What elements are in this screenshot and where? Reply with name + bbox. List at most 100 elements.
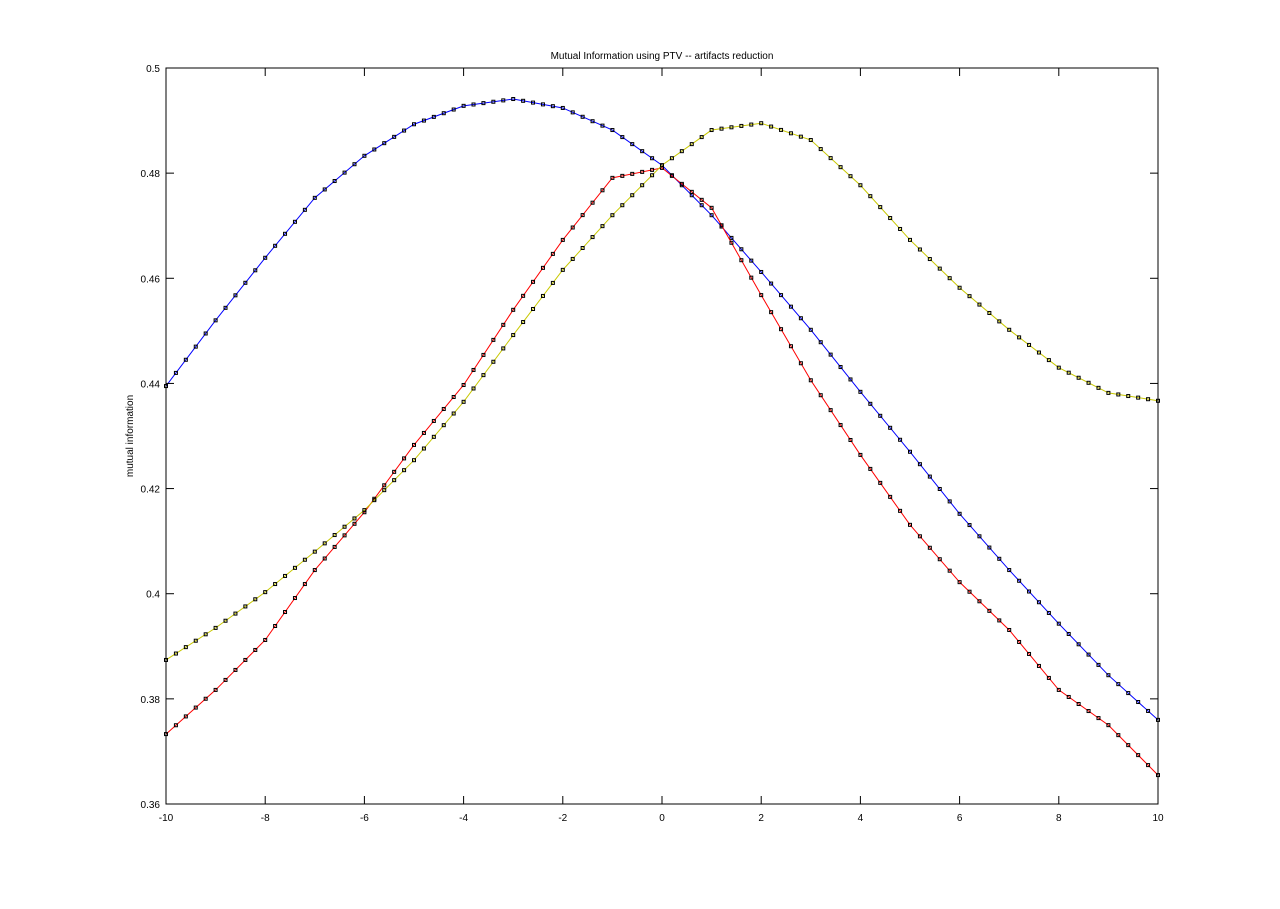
data-point	[521, 293, 526, 298]
data-point	[501, 322, 506, 327]
data-point	[828, 156, 833, 161]
data-point	[1086, 709, 1091, 714]
data-point	[749, 275, 754, 280]
data-point	[669, 173, 674, 178]
data-point	[759, 293, 764, 298]
data-point	[590, 200, 595, 205]
data-point	[997, 319, 1002, 324]
data-point	[233, 667, 238, 672]
x-tick-label: -8	[261, 813, 270, 824]
data-point	[253, 597, 258, 602]
data-point	[769, 310, 774, 315]
data-point	[431, 434, 436, 439]
data-point	[917, 462, 922, 467]
data-point	[779, 327, 784, 332]
data-point	[273, 243, 278, 248]
data-point	[878, 480, 883, 485]
data-point	[451, 107, 456, 112]
data-point	[1017, 639, 1022, 644]
data-point	[243, 657, 248, 662]
data-point	[1027, 589, 1032, 594]
data-point	[570, 225, 575, 230]
data-point	[461, 399, 466, 404]
data-point	[788, 131, 793, 136]
data-point	[342, 170, 347, 175]
data-point	[382, 488, 387, 493]
y-tick-label: 0.36	[141, 800, 161, 811]
data-point	[947, 499, 952, 504]
data-point	[967, 589, 972, 594]
y-tick-label: 0.38	[141, 695, 161, 706]
data-point	[927, 545, 932, 550]
data-point	[283, 610, 288, 615]
data-point	[1036, 663, 1041, 668]
data-point	[1136, 395, 1141, 400]
data-point	[749, 122, 754, 127]
data-point	[342, 524, 347, 529]
data-point	[699, 203, 704, 208]
data-point	[868, 401, 873, 406]
data-point	[987, 608, 992, 613]
data-point	[213, 318, 218, 323]
data-point	[540, 265, 545, 270]
data-point	[689, 142, 694, 147]
data-point	[1076, 702, 1081, 707]
data-point	[1116, 392, 1121, 397]
data-point	[1007, 627, 1012, 632]
data-point	[402, 128, 407, 133]
data-point	[263, 590, 268, 595]
data-point	[1066, 694, 1071, 699]
data-point	[1007, 327, 1012, 332]
data-point	[600, 188, 605, 193]
x-tick-label: 2	[758, 813, 764, 824]
data-point	[798, 316, 803, 321]
data-point	[1056, 365, 1061, 370]
data-point	[640, 183, 645, 188]
data-point	[173, 651, 178, 656]
data-point	[1146, 763, 1151, 768]
data-point	[1056, 687, 1061, 692]
data-point	[759, 121, 764, 126]
data-point	[253, 268, 258, 273]
data-point	[540, 293, 545, 298]
data-point	[441, 423, 446, 428]
data-point	[560, 267, 565, 272]
data-point	[640, 169, 645, 174]
data-point	[848, 437, 853, 442]
data-point	[312, 195, 317, 200]
data-point	[1027, 342, 1032, 347]
data-point	[1076, 642, 1081, 647]
data-point	[580, 114, 585, 119]
data-point	[779, 293, 784, 298]
data-point	[898, 508, 903, 513]
data-point	[580, 213, 585, 218]
data-point	[888, 425, 893, 430]
data-point	[709, 128, 714, 133]
data-point	[957, 511, 962, 516]
data-point	[620, 135, 625, 140]
data-point	[937, 486, 942, 491]
data-point	[1027, 651, 1032, 656]
data-point	[838, 165, 843, 170]
data-point	[570, 256, 575, 261]
data-point	[412, 122, 416, 127]
data-point	[312, 549, 317, 554]
data-point	[550, 251, 555, 256]
data-point	[451, 394, 456, 399]
data-point	[322, 541, 327, 546]
data-point	[987, 310, 992, 315]
data-point	[173, 370, 178, 375]
data-point	[590, 119, 595, 124]
data-point	[273, 623, 278, 628]
y-tick-label: 0.48	[141, 169, 161, 180]
data-point	[719, 126, 724, 131]
x-tick-label: -4	[459, 813, 468, 824]
data-point	[957, 285, 962, 290]
data-point	[1056, 621, 1061, 626]
data-point	[719, 223, 724, 228]
data-point	[312, 568, 317, 573]
data-point	[977, 534, 982, 539]
data-point	[759, 269, 764, 274]
data-point	[481, 373, 486, 378]
data-point	[739, 123, 744, 128]
